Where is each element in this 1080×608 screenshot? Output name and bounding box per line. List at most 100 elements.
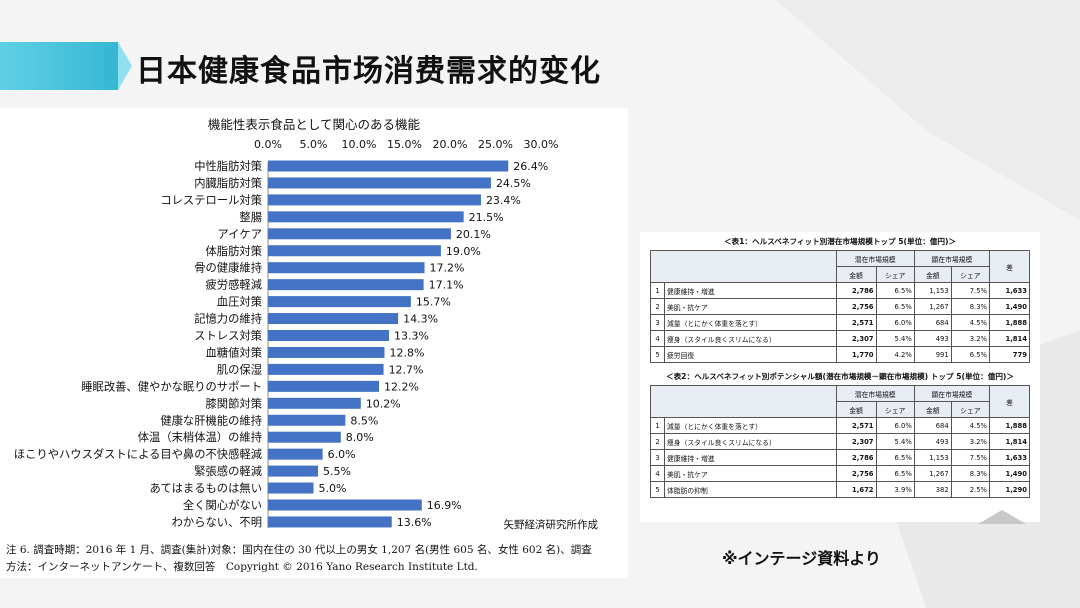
- category-label: 肌の保湿: [217, 362, 262, 376]
- table-cell: 779: [988, 346, 1031, 363]
- table-cell: 美肌・抗ケア: [664, 465, 837, 482]
- category-label: 血圧対策: [217, 295, 262, 309]
- table-row: 5 疲労回復 1,770 4.2% 991 6.5% 779: [650, 346, 1031, 363]
- slide-title: 日本健康食品市场消费需求的变化: [136, 54, 601, 89]
- chart-source: 矢野経済研究所作成: [503, 519, 599, 531]
- table-row: 1 健康維持・増進 2,786 6.5% 1,153 7.5% 1,633: [650, 282, 1031, 299]
- category-label: 睡眠改善、健やかな眠りのサポート: [81, 379, 262, 393]
- table-cell: 3: [650, 314, 665, 331]
- table-cell: 1,290: [988, 481, 1031, 498]
- table-group-header: 潜在市場規模: [835, 250, 915, 267]
- table-cell: 684: [913, 314, 952, 331]
- table-group-header: 差: [988, 385, 1031, 418]
- table-panel: ＜表1：ヘルスベネフィット別潜在市場規模トップ 5(単位：億円)＞ 潜在市場規模…: [640, 232, 1040, 522]
- category-label: 体脂肪対策: [206, 244, 263, 258]
- table-group-header: 差: [988, 250, 1031, 283]
- data-label: 13.3%: [394, 330, 429, 343]
- title-accent-bar: [0, 42, 118, 90]
- table-cell: 1: [650, 417, 665, 434]
- data-label: 15.7%: [416, 296, 451, 309]
- table-cell: 991: [913, 346, 952, 363]
- table-cell: 健康維持・増進: [664, 449, 837, 466]
- table-cell: 6.0%: [875, 314, 915, 331]
- data-label: 6.0%: [328, 448, 356, 461]
- bar: [268, 482, 314, 494]
- table-cell: 6.5%: [875, 465, 915, 482]
- table-cell: 1,814: [988, 433, 1031, 450]
- data-label: 14.3%: [403, 313, 438, 326]
- source-footnote: ※インテージ資料より: [722, 549, 881, 568]
- table-cell: 8.3%: [950, 465, 990, 482]
- data-label: 16.9%: [427, 499, 462, 512]
- table-row: 2 美肌・抗ケア 2,756 6.5% 1,267 8.3% 1,490: [650, 298, 1031, 315]
- table-cell: 7.5%: [950, 282, 990, 299]
- table-cell: 4.5%: [950, 417, 990, 434]
- data-label: 12.7%: [389, 363, 424, 376]
- table-cell: 美肌・抗ケア: [664, 298, 837, 315]
- chart-title: 機能性表示食品として関心のある機能: [207, 117, 421, 132]
- table-cell: 2,786: [835, 282, 877, 299]
- data-label: 12.2%: [384, 380, 419, 393]
- data-label: 5.0%: [319, 482, 347, 495]
- data-label: 17.2%: [430, 262, 465, 275]
- bar: [268, 177, 491, 189]
- table-sub-header: 金額: [913, 401, 952, 418]
- table-sub-header: 金額: [835, 401, 877, 418]
- category-label: 中性脂肪対策: [194, 159, 262, 173]
- table-cell: 493: [913, 433, 952, 450]
- category-label: 内臓脂肪対策: [194, 176, 262, 190]
- table-cell: 2,307: [835, 330, 877, 347]
- table-cell: 体脂肪の抑制: [664, 481, 837, 498]
- table-cell: 5: [650, 346, 665, 363]
- bar: [268, 262, 425, 274]
- table-cell: 1,672: [835, 481, 877, 498]
- corner-decoration: [978, 510, 1026, 524]
- category-label: 体温（末梢体温）の維持: [138, 430, 262, 444]
- table-cell: 5.4%: [875, 433, 915, 450]
- table-cell: 1,770: [835, 346, 877, 363]
- table-row: 2 痩身（スタイル良くスリムになる） 2,307 5.4% 493 3.2% 1,814: [650, 433, 1031, 450]
- table-cell: 健康維持・増進: [664, 282, 837, 299]
- table-row: 5 体脂肪の抑制 1,672 3.9% 382 2.5% 1,290: [650, 481, 1031, 498]
- bar: [268, 160, 509, 172]
- table-cell: 減量（とにかく体重を落とす）: [664, 314, 837, 331]
- table-sub-header: シェア: [950, 401, 990, 418]
- table-cell: 1,814: [988, 330, 1031, 347]
- bar: [268, 448, 323, 460]
- table-cell: 減量（とにかく体重を落とす）: [664, 417, 837, 434]
- table-cell: 4.2%: [875, 346, 915, 363]
- category-label: コレステロール対策: [160, 193, 262, 207]
- bar: [268, 346, 385, 358]
- table-cell: 1,267: [913, 298, 952, 315]
- table-cell: 6.5%: [875, 298, 915, 315]
- table-cell: 1: [650, 282, 665, 299]
- table-cell: 3.2%: [950, 330, 990, 347]
- category-label: ストレス対策: [194, 329, 262, 343]
- table-sub-header: シェア: [950, 266, 990, 283]
- data-label: 26.4%: [513, 160, 548, 173]
- table-cell: 1,633: [988, 282, 1031, 299]
- table-cell: 疲労回復: [664, 346, 837, 363]
- data-label: 10.2%: [366, 397, 401, 410]
- table-cell: 6.5%: [950, 346, 990, 363]
- bar: [268, 245, 441, 257]
- table-cell: 382: [913, 481, 952, 498]
- bar: [268, 279, 424, 291]
- table1: 潜在市場規模 顕在市場規模 差 金額 シェア 金額 シェア 1 健康維持・増進 2,…: [650, 250, 1031, 363]
- table-cell: 2,571: [835, 314, 877, 331]
- data-label: 8.5%: [350, 414, 378, 427]
- table-row: 4 美肌・抗ケア 2,756 6.5% 1,267 8.3% 1,490: [650, 465, 1031, 482]
- data-label: 5.5%: [323, 465, 351, 478]
- table-cell: 4: [650, 330, 665, 347]
- table-cell: 1,267: [913, 465, 952, 482]
- background-shard: [776, 0, 1080, 220]
- category-label: 健康な肝機能の維持: [160, 413, 262, 427]
- data-label: 19.0%: [446, 245, 481, 258]
- bar: [268, 380, 380, 392]
- table-cell: 2,571: [835, 417, 877, 434]
- table-cell: 痩身（スタイル良くスリムになる）: [664, 330, 837, 347]
- table1-caption: ＜表1：ヘルスベネフィット別潜在市場規模トップ 5(単位：億円)＞: [723, 237, 957, 246]
- title-accent-chevron: [118, 42, 132, 90]
- table2-body: 1 減量（とにかく体重を落とす） 2,571 6.0% 684 4.5% 1,888 2 痩身（…: [650, 417, 1031, 498]
- table-cell: 1,153: [913, 449, 952, 466]
